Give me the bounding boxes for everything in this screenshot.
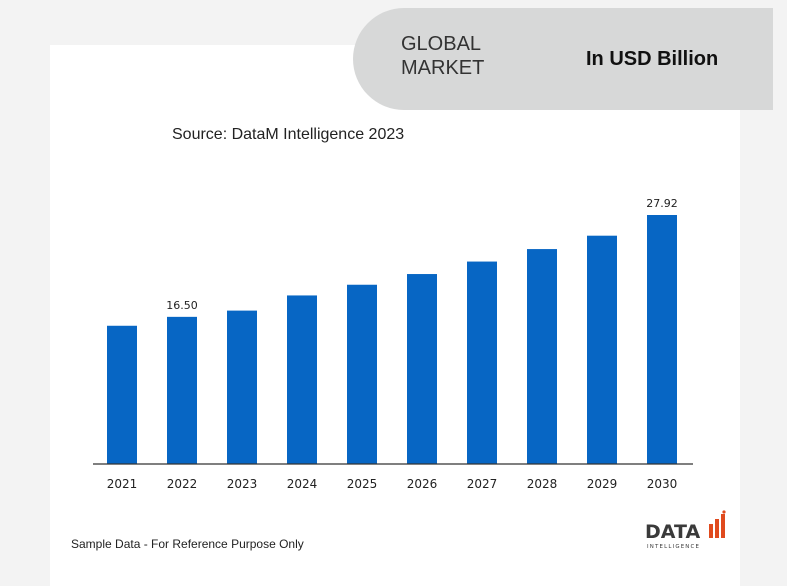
bar-2028 xyxy=(527,249,557,464)
x-tick-label: 2030 xyxy=(647,477,678,491)
bar-2024 xyxy=(287,295,317,464)
x-tick-label: 2029 xyxy=(587,477,618,491)
x-tick-label: 2023 xyxy=(227,477,258,491)
chart-card xyxy=(50,45,740,586)
bar-2025 xyxy=(347,284,377,464)
x-tick-label: 2027 xyxy=(467,477,498,491)
bar-2027 xyxy=(467,261,497,464)
datam-logo: DATA INTELLIGENCE xyxy=(645,510,726,550)
bar-2026 xyxy=(407,274,437,464)
bar-2030 xyxy=(647,215,677,464)
x-tick-label: 2026 xyxy=(407,477,438,491)
bar-2029 xyxy=(587,235,617,464)
logo-mark xyxy=(709,510,726,538)
chart-card-edge xyxy=(700,110,740,586)
x-tick-label: 2021 xyxy=(107,477,138,491)
region-label: GLOBAL MARKET xyxy=(401,33,485,79)
x-tick-label: 2022 xyxy=(167,477,198,491)
x-tick-label: 2024 xyxy=(287,477,318,491)
header-pill: GLOBAL MARKET In USD Billion xyxy=(353,8,773,110)
data-label: 27.92 xyxy=(646,197,678,210)
footer-note: Sample Data - For Reference Purpose Only xyxy=(71,537,304,551)
bar-2021 xyxy=(107,325,137,464)
x-tick-label: 2028 xyxy=(527,477,558,491)
bar-2023 xyxy=(227,310,257,464)
logo-sub-text: INTELLIGENCE xyxy=(647,544,700,550)
x-tick-label: 2025 xyxy=(347,477,378,491)
unit-label: In USD Billion xyxy=(586,48,719,70)
logo-main-text: DATA xyxy=(645,521,700,543)
bar-2022 xyxy=(167,316,197,464)
data-label: 16.50 xyxy=(166,299,198,312)
source-caption: Source: DataM Intelligence 2023 xyxy=(172,126,405,143)
